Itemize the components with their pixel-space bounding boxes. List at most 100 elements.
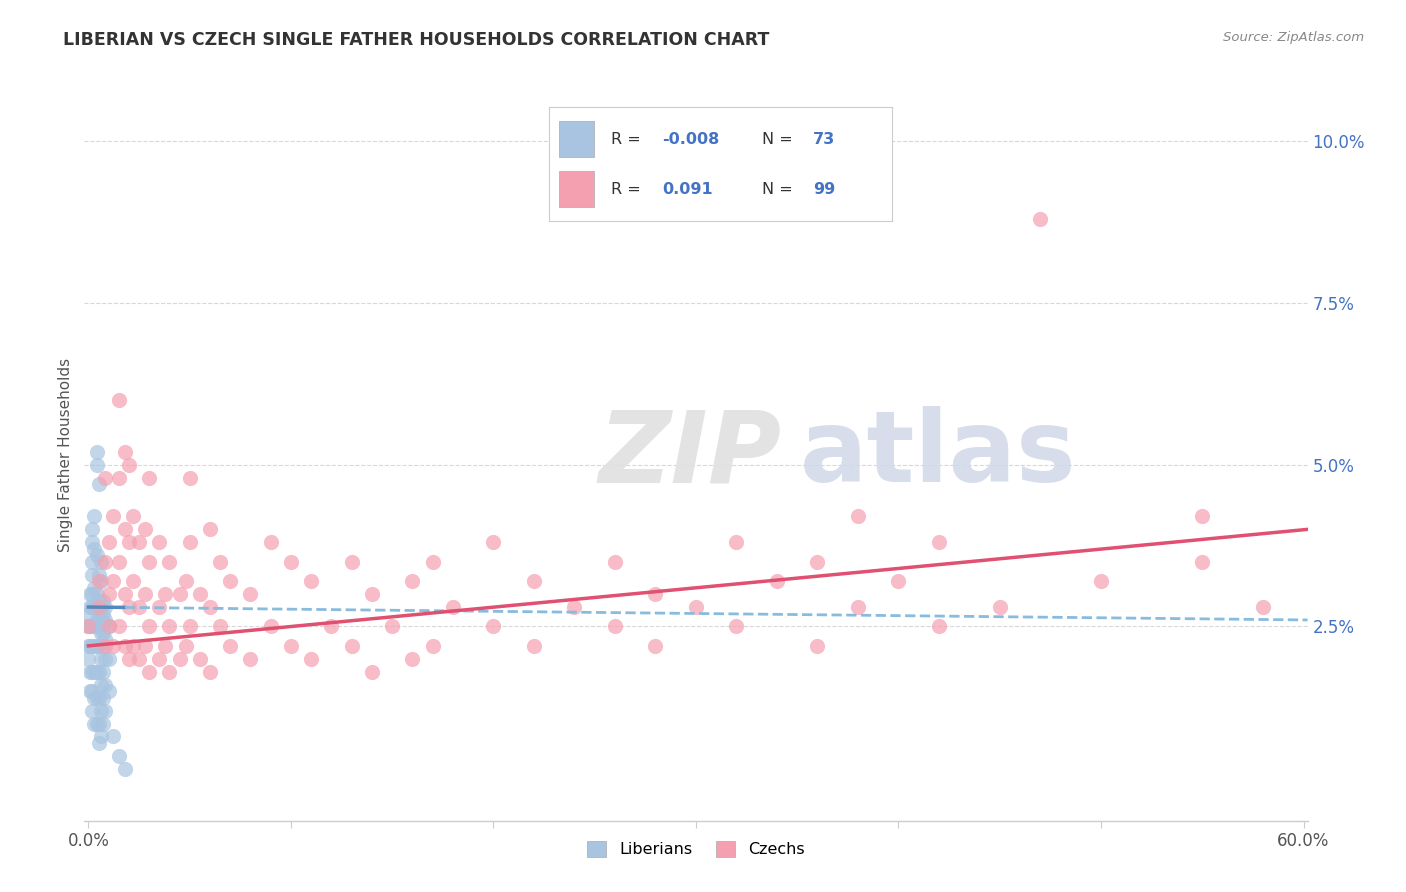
Point [83, 716, 105, 731]
Point [79, 587, 101, 601]
Point [87, 567, 110, 582]
Point [87, 736, 110, 750]
Point [188, 652, 211, 666]
Point [114, 762, 136, 776]
Point [603, 619, 626, 633]
Point [82, 535, 104, 549]
Y-axis label: Single Father Households: Single Father Households [58, 358, 73, 552]
Point [82, 567, 104, 582]
Point [209, 555, 232, 569]
Point [169, 652, 191, 666]
Point [86, 548, 108, 562]
Point [523, 639, 546, 653]
Point [97, 619, 120, 633]
Point [101, 509, 124, 524]
Text: LIBERIAN VS CZECH SINGLE FATHER HOUSEHOLDS CORRELATION CHART: LIBERIAN VS CZECH SINGLE FATHER HOUSEHOL… [63, 31, 769, 49]
Point [90, 730, 112, 744]
Legend: Liberians, Czechs: Liberians, Czechs [581, 835, 811, 863]
Point [77, 652, 100, 666]
Point [114, 639, 136, 653]
Point [155, 639, 177, 653]
Point [93, 639, 115, 653]
Point [87, 619, 110, 633]
Point [107, 470, 129, 484]
Point [77, 607, 100, 621]
Point [174, 639, 197, 653]
Text: atlas: atlas [800, 407, 1077, 503]
Point [77, 639, 100, 653]
Point [134, 522, 156, 536]
Point [107, 555, 129, 569]
Point [82, 555, 104, 569]
Point [157, 555, 180, 569]
Point [82, 684, 104, 698]
Point [1251, 600, 1274, 615]
Point [401, 652, 423, 666]
Point [128, 652, 150, 666]
Point [209, 619, 232, 633]
Point [90, 678, 112, 692]
Point [79, 684, 101, 698]
Point [107, 748, 129, 763]
Point [83, 639, 105, 653]
Point [86, 587, 108, 601]
Point [83, 541, 105, 556]
Point [83, 509, 105, 524]
Point [198, 600, 221, 615]
Point [83, 600, 105, 615]
Point [361, 587, 384, 601]
Point [1090, 574, 1112, 589]
Point [86, 613, 108, 627]
Point [82, 600, 104, 615]
Point [91, 639, 114, 653]
Point [87, 607, 110, 621]
Point [806, 639, 828, 653]
Point [90, 704, 112, 718]
Point [260, 619, 283, 633]
Point [725, 619, 748, 633]
Point [107, 392, 129, 407]
Point [77, 619, 100, 633]
Point [188, 587, 211, 601]
Point [157, 665, 180, 679]
Point [87, 665, 110, 679]
Point [97, 619, 120, 633]
Point [138, 470, 160, 484]
Point [86, 716, 108, 731]
Text: ZIP: ZIP [598, 407, 782, 503]
Point [280, 639, 302, 653]
Point [138, 619, 160, 633]
Point [93, 652, 115, 666]
Point [90, 574, 112, 589]
Point [846, 600, 869, 615]
Point [114, 444, 136, 458]
Point [82, 522, 104, 536]
Point [91, 716, 114, 731]
Point [138, 665, 160, 679]
Point [93, 470, 115, 484]
Text: Source: ZipAtlas.com: Source: ZipAtlas.com [1223, 31, 1364, 45]
Point [846, 509, 869, 524]
Point [401, 574, 423, 589]
Point [101, 639, 124, 653]
Point [239, 652, 262, 666]
Point [87, 477, 110, 491]
Point [83, 690, 105, 705]
Point [482, 619, 505, 633]
Point [198, 522, 221, 536]
Point [134, 639, 156, 653]
Point [422, 555, 444, 569]
Point [299, 652, 322, 666]
Point [97, 587, 120, 601]
Point [82, 587, 104, 601]
Point [107, 619, 129, 633]
Point [198, 665, 221, 679]
Point [219, 639, 242, 653]
Point [361, 665, 384, 679]
Point [79, 665, 101, 679]
Point [82, 665, 104, 679]
Point [179, 619, 201, 633]
Point [564, 600, 586, 615]
Point [128, 535, 150, 549]
Point [93, 632, 115, 647]
